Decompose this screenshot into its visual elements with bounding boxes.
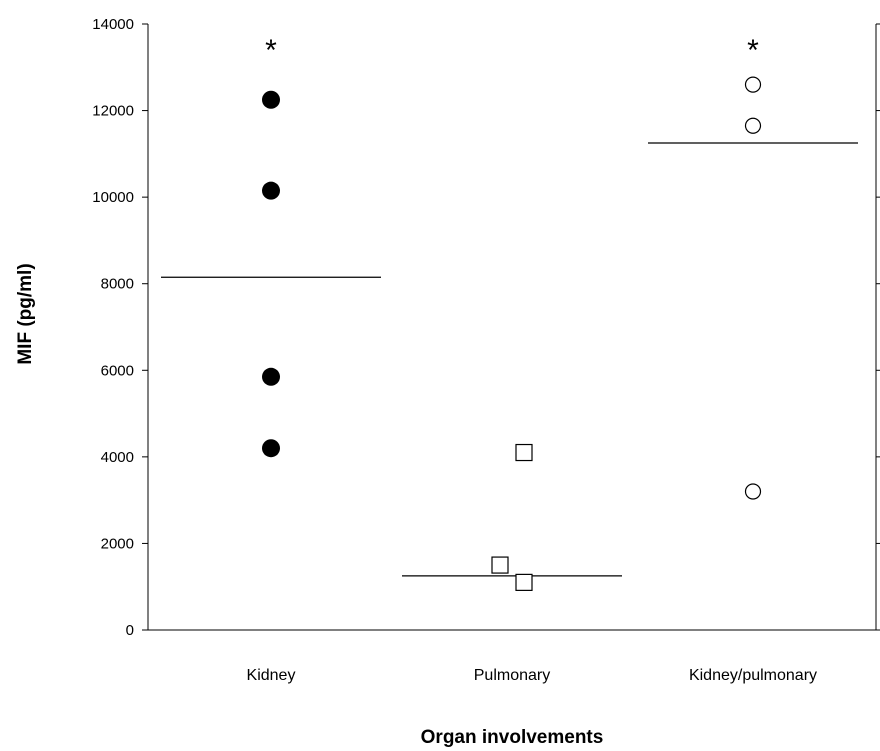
data-point-filled-circle <box>262 367 280 386</box>
y-tick-label: 12000 <box>92 103 134 120</box>
data-point-open-square <box>515 443 533 462</box>
x-category-label: Kidney/pulmonary <box>689 667 817 684</box>
data-point-open-circle <box>744 117 762 134</box>
x-axis-category-labels: Kidney Pulmonary Kidney/pulmonary <box>247 667 818 684</box>
data-point-open-circle <box>744 76 762 93</box>
x-category-label: Pulmonary <box>474 667 550 684</box>
y-tick-label: 4000 <box>101 449 134 466</box>
median-lines <box>161 142 858 577</box>
data-point-open-square <box>515 573 533 591</box>
significance-star: * <box>265 34 277 67</box>
data-point-filled-circle <box>262 90 280 109</box>
significance-star: * <box>747 34 759 67</box>
axes <box>147 24 877 631</box>
x-category-label: Kidney <box>247 667 296 684</box>
y-axis-title: MIF (pg/ml) <box>15 263 36 364</box>
x-axis-title: Organ involvements <box>421 727 604 748</box>
y-tick-label: 10000 <box>92 189 134 206</box>
y-tick-label: 2000 <box>101 535 134 552</box>
data-points <box>262 76 762 591</box>
data-point-filled-circle <box>262 181 280 200</box>
data-point-filled-circle <box>262 439 280 458</box>
data-point-open-square <box>491 556 509 574</box>
y-tick-label: 0 <box>126 622 134 639</box>
y-axis-ticks: 0 2000 4000 6000 8000 10000 12000 14000 <box>92 16 880 639</box>
y-tick-label: 8000 <box>101 276 134 293</box>
y-tick-label: 6000 <box>101 362 134 379</box>
y-tick-label: 14000 <box>92 16 134 33</box>
data-point-open-circle <box>744 483 762 500</box>
significance-annotations: * * <box>265 34 759 67</box>
